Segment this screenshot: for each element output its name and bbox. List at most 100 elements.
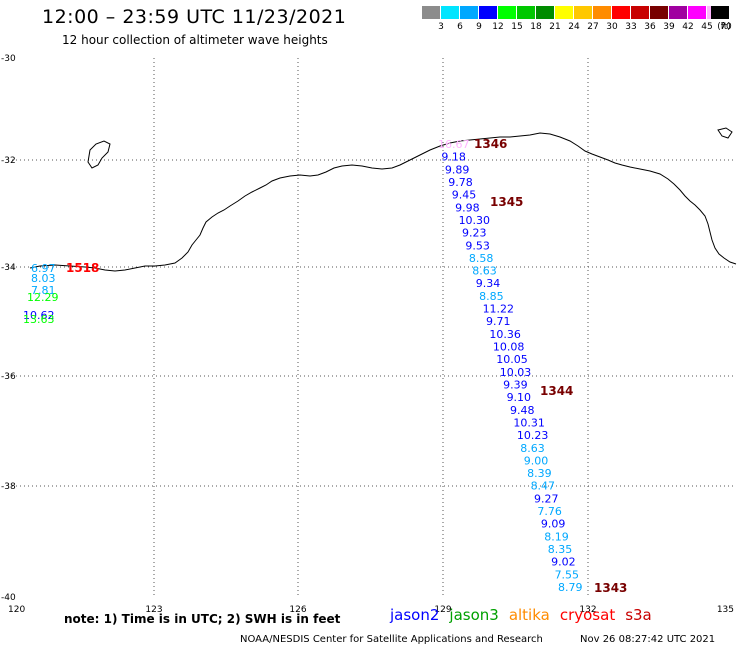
wave-height-label: 9.10 [507,391,531,404]
wave-height-label: 10.08 [493,341,525,354]
wave-height-label: 8.85 [479,290,504,303]
legend-swatch [422,6,440,19]
legend-swatch [574,6,592,19]
wave-height-label: 9.23 [462,227,487,240]
wave-height-label: 8.79 [558,581,583,594]
legend-swatch [631,6,649,19]
legend-swatch [517,6,535,19]
wave-height-label: 12.29 [27,291,59,304]
wave-height-label: 10.05 [496,353,528,366]
x-tick-label: 135 [717,605,734,615]
wave-height-label: 9.45 [452,189,477,202]
legend-label: (ft) [717,22,731,32]
legend-swatch [669,6,687,19]
legend-label: 9 [476,22,482,32]
legend-label: 33 [625,22,637,32]
pass-time-label: 1346 [474,137,507,151]
y-tick-label: -38 [1,482,16,492]
wave-height-label: 8.35 [548,543,573,556]
legend-label: 36 [644,22,656,32]
legend-swatch [555,6,573,19]
wave-height-label: 8.63 [520,442,545,455]
y-tick-label: -32 [1,156,16,166]
x-tick-label: 129 [434,605,451,615]
wave-height-label: 8.19 [544,530,569,543]
pass-time-label: 1343 [594,581,627,595]
wave-height-label: 7.55 [555,568,580,581]
legend-swatch [650,6,668,19]
wave-height-label: 9.78 [448,176,473,189]
wave-height-label: 9.71 [486,315,511,328]
legend-swatch [612,6,630,19]
wave-height-label: 9.00 [524,454,549,467]
wave-height-label: 9.89 [445,163,470,176]
legend-swatch [711,6,729,19]
wave-height-label: 9.09 [541,518,566,531]
wave-height-label: 7.76 [537,505,562,518]
legend-swatch [688,6,706,19]
legend-swatch [460,6,478,19]
satellite-name: altika [508,606,550,624]
legend-label: 18 [530,22,542,32]
satellite-name: jason3 [449,606,499,624]
wave-height-label: 9.98 [455,201,480,214]
legend-label: 3 [438,22,444,32]
legend-swatch [479,6,497,19]
legend-swatch [593,6,611,19]
legend-label: 15 [511,22,523,32]
legend-label: 70 [720,22,732,32]
wave-height-label: 9.02 [551,556,576,569]
island [87,140,111,169]
wave-height-label: 9.27 [534,492,559,505]
legend-label: 24 [568,22,580,32]
page-subtitle: 12 hour collection of altimeter wave hei… [62,33,328,47]
legend-swatch [498,6,516,19]
pass-time-label: 1345 [490,195,523,209]
legend-label: 45 [701,22,713,32]
page-title: 12:00 – 23:59 UTC 11/23/2021 [42,6,347,28]
x-tick-label: 132 [579,605,596,615]
legend-label: 39 [663,22,675,32]
wave-height-label: 8.39 [527,467,552,480]
wave-height-label: 10.03 [500,366,532,379]
wave-height-label: 9.53 [465,239,490,252]
wave-height-label: 8.47 [531,480,556,493]
wave-height-label: 9.18 [441,151,466,164]
credit-text: NOAA/NESDIS Center for Satellite Applica… [240,634,543,645]
legend-label: 12 [492,22,504,32]
x-tick-label: 123 [145,605,162,615]
legend-swatch [441,6,459,19]
island [717,127,733,139]
wave-height-label: 10.36 [489,328,521,341]
wave-height-label: 10.62 [23,309,55,322]
wave-height-label: 8.58 [469,252,494,265]
satellite-name: jason2 [390,606,440,624]
legend-label: 27 [587,22,599,32]
wave-height-label: 11.22 [483,303,514,316]
wave-height-label: 9.39 [503,378,527,391]
satellite-name: s3a [625,606,652,624]
satellite-name: cryosat [559,606,616,624]
coastline [29,132,737,272]
footnote: note: 1) Time is in UTC; 2) SWH is in fe… [64,612,341,626]
wave-height-label: 10.30 [459,214,491,227]
wave-height-label: 16.67 [438,138,470,151]
y-tick-label: -40 [1,593,16,603]
wave-height-label: 8.03 [31,272,56,285]
wave-height-label: 10.31 [513,416,545,429]
wave-height-label: 6.97 [31,262,56,275]
legend-label: 30 [606,22,618,32]
pass-time-label: 1518 [66,261,99,275]
legend-label: 42 [682,22,694,32]
x-tick-label: 120 [8,605,25,615]
legend-swatch [536,6,554,19]
legend-label: 6 [457,22,463,32]
x-tick-label: 126 [289,605,306,615]
map-grid: 120 123 126 129 132 135 -30 -32 -34 -36 -38 -40 [1,54,734,615]
wave-height-label: 8.63 [472,265,497,278]
wave-height-label: 7.81 [31,284,56,297]
wave-height-label: 9.34 [476,277,501,290]
wave-height-label: 13.63 [23,313,55,326]
